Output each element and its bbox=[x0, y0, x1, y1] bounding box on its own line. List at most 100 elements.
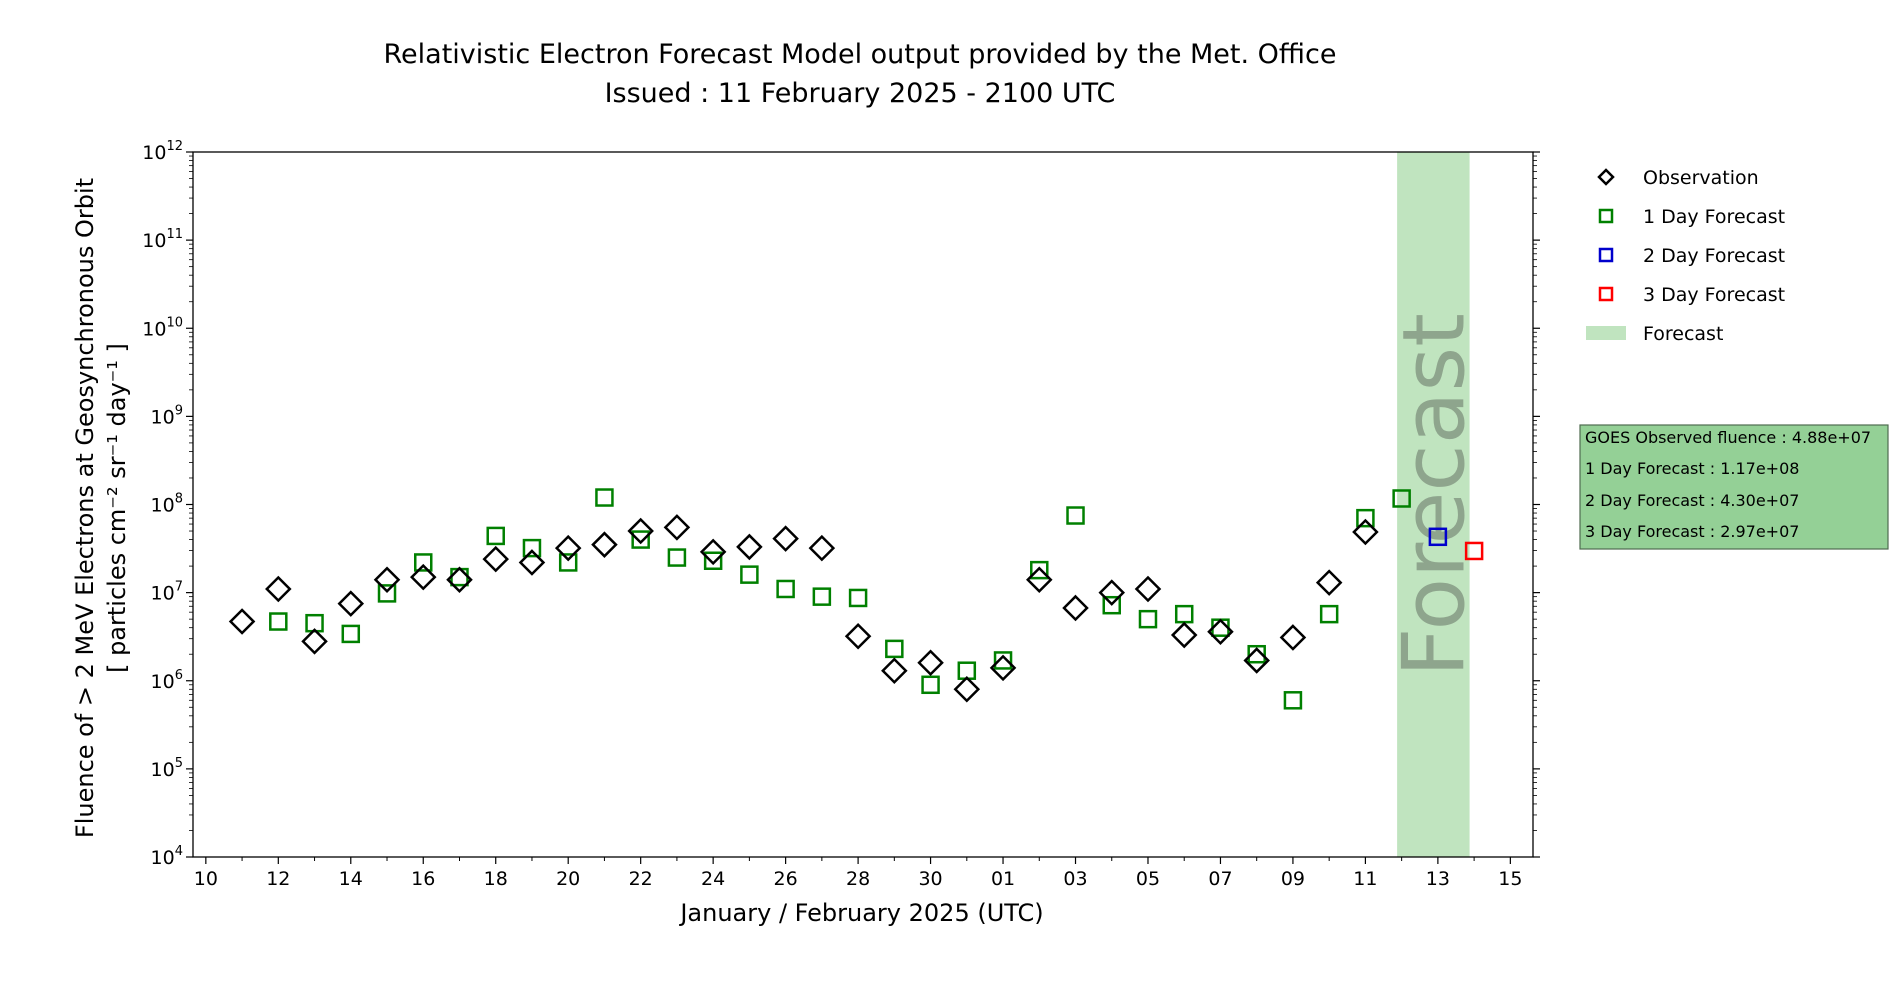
data-series bbox=[228, 488, 1484, 710]
y-tick-label: 105 bbox=[151, 756, 183, 781]
x-axis-label: January / February 2025 (UTC) bbox=[678, 899, 1043, 927]
x-tick-label: 26 bbox=[774, 868, 798, 890]
y-tick-label: 106 bbox=[151, 668, 183, 693]
1-day-forecast-point bbox=[921, 675, 940, 695]
info-goes-observed: GOES Observed fluence : 4.88e+07 bbox=[1585, 428, 1871, 447]
forecast-band-label: Forecast bbox=[1384, 313, 1484, 677]
x-tick-label: 03 bbox=[1063, 868, 1087, 890]
legend-label-1-day-forecast: 1 Day Forecast bbox=[1643, 206, 1785, 228]
1-day-forecast-point bbox=[812, 587, 832, 606]
legend-swatch-observation bbox=[1597, 168, 1615, 186]
observation-point bbox=[772, 525, 799, 552]
x-tick-label: 12 bbox=[266, 868, 290, 890]
x-tick-label: 05 bbox=[1136, 868, 1160, 890]
y-tick-label: 107 bbox=[151, 580, 183, 605]
info-box-background bbox=[1579, 424, 1889, 550]
1-day-forecast-point bbox=[1319, 604, 1339, 624]
1-day-forecast-point bbox=[269, 612, 288, 631]
observation-point bbox=[699, 538, 727, 566]
observation-point bbox=[736, 533, 763, 561]
observation-point bbox=[518, 549, 546, 576]
y-tick-label: 1012 bbox=[142, 139, 183, 164]
1-day-forecast-point bbox=[703, 551, 723, 570]
observation-point bbox=[1062, 594, 1089, 622]
x-tick-label: 16 bbox=[411, 868, 435, 890]
legend-swatch-forecast bbox=[1586, 326, 1626, 340]
1-day-forecast-point bbox=[993, 651, 1013, 670]
legend-label-observation: Observation bbox=[1643, 167, 1759, 189]
y-tick-label: 1010 bbox=[142, 315, 183, 340]
observation-point bbox=[337, 590, 365, 617]
y-tick-label: 104 bbox=[151, 844, 183, 869]
1-day-forecast-point bbox=[885, 639, 904, 659]
x-tick-label: 01 bbox=[991, 868, 1015, 890]
observation-point bbox=[953, 676, 981, 703]
1-day-forecast-point bbox=[377, 584, 397, 603]
observation-point bbox=[1207, 618, 1234, 645]
1-day-forecast-point bbox=[450, 567, 469, 587]
observation-point bbox=[844, 622, 872, 650]
x-tick-label: 24 bbox=[701, 868, 725, 890]
series-observation bbox=[228, 514, 1379, 703]
1-day-forecast-point bbox=[667, 548, 687, 567]
observation-point bbox=[1243, 647, 1270, 674]
observation-point bbox=[1315, 569, 1343, 596]
plot-area: Forecast 10 12 14 16 18 20 22 24 26 28 30 01 03 05 07 0… bbox=[142, 139, 1540, 890]
observation-point bbox=[1098, 579, 1126, 606]
observation-point bbox=[591, 531, 618, 558]
1-day-forecast-point bbox=[522, 538, 542, 558]
1-day-forecast-point bbox=[848, 588, 868, 608]
1-day-forecast-point bbox=[595, 488, 614, 507]
observation-point bbox=[373, 566, 401, 594]
1-day-forecast-point bbox=[1102, 595, 1121, 615]
legend: Observation 1 Day Forecast 2 Day Forecast 3… bbox=[1586, 167, 1785, 345]
1-day-forecast-point bbox=[341, 624, 361, 644]
y-tick-label: 108 bbox=[151, 492, 183, 517]
series-2-day-forecast bbox=[1428, 527, 1448, 547]
observation-point bbox=[446, 566, 473, 594]
observation-point bbox=[301, 628, 328, 655]
y-axis-label: Fluence of > 2 MeV Electrons at Geosynch… bbox=[71, 178, 99, 838]
axis-ticks: 10 12 14 16 18 20 22 24 26 28 30 01 03 05 07 09 11 13 1510… bbox=[142, 139, 1540, 890]
observation-point bbox=[554, 534, 582, 562]
1-day-forecast-point bbox=[558, 553, 578, 572]
1-day-forecast-point bbox=[1211, 618, 1230, 637]
observation-point bbox=[1026, 566, 1053, 594]
y-axis-units: [ particles cm⁻² sr⁻¹ day⁻¹ ] bbox=[103, 343, 131, 673]
plot-frame bbox=[192, 151, 1534, 858]
3-day-forecast-point bbox=[1464, 541, 1484, 561]
1-day-forecast-point bbox=[414, 553, 433, 572]
1-day-forecast-point bbox=[1138, 609, 1158, 629]
x-tick-label: 11 bbox=[1353, 868, 1377, 890]
1-day-forecast-point bbox=[1283, 691, 1303, 710]
legend-label-3-day-forecast: 3 Day Forecast bbox=[1643, 284, 1785, 306]
x-tick-label: 18 bbox=[484, 868, 508, 890]
observation-point bbox=[482, 545, 509, 573]
x-tick-label: 30 bbox=[918, 868, 942, 890]
info-2-day-forecast: 2 Day Forecast : 4.30e+07 bbox=[1585, 491, 1799, 510]
1-day-forecast-point bbox=[1030, 560, 1049, 580]
1-day-forecast-point bbox=[776, 579, 795, 599]
legend-label-2-day-forecast: 2 Day Forecast bbox=[1643, 245, 1785, 267]
1-day-forecast-point bbox=[1174, 604, 1194, 624]
y-tick-label: 109 bbox=[151, 403, 183, 428]
x-tick-label: 09 bbox=[1281, 868, 1305, 890]
observation-point bbox=[881, 657, 908, 684]
observation-point bbox=[627, 517, 654, 545]
info-1-day-forecast: 1 Day Forecast : 1.17e+08 bbox=[1585, 459, 1799, 478]
observation-point bbox=[1134, 575, 1162, 603]
1-day-forecast-point bbox=[631, 530, 650, 549]
x-tick-label: 28 bbox=[846, 868, 870, 890]
x-tick-label: 13 bbox=[1426, 868, 1450, 890]
y-axis-label-group: Fluence of > 2 MeV Electrons at Geosynch… bbox=[71, 178, 131, 838]
1-day-forecast-point bbox=[740, 565, 759, 584]
x-tick-label: 07 bbox=[1208, 868, 1232, 890]
1-day-forecast-point bbox=[1392, 489, 1411, 508]
observation-point bbox=[409, 563, 437, 591]
legend-swatch-3-day-forecast bbox=[1598, 286, 1614, 302]
observation-point bbox=[1352, 518, 1379, 546]
x-tick-label: 22 bbox=[629, 868, 653, 890]
x-tick-label: 10 bbox=[194, 868, 218, 890]
1-day-forecast-point bbox=[1066, 506, 1085, 525]
